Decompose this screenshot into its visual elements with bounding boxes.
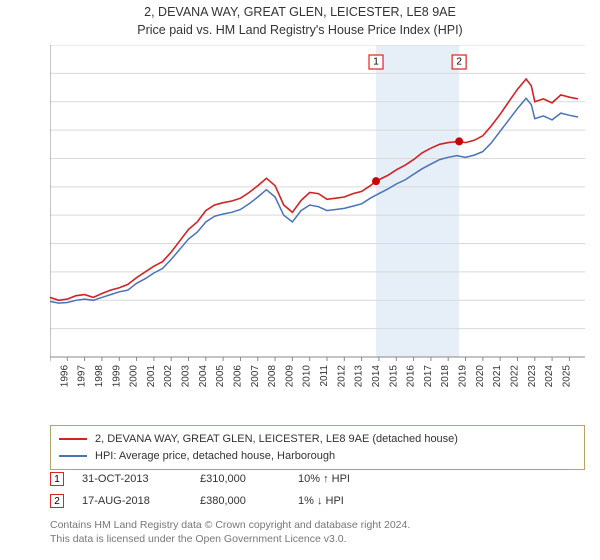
svg-text:1: 1 (373, 57, 379, 68)
sale-marker: 1 (50, 472, 64, 486)
legend-box: 2, DEVANA WAY, GREAT GLEN, LEICESTER, LE… (50, 425, 585, 470)
svg-text:2000: 2000 (129, 365, 140, 388)
chart-svg: £0£50K£100K£150K£200K£250K£300K£350K£400… (50, 45, 585, 395)
footer-line2: This data is licensed under the Open Gov… (50, 532, 585, 546)
sale-price: £310,000 (200, 473, 280, 485)
svg-text:2012: 2012 (336, 365, 347, 388)
svg-text:2014: 2014 (371, 365, 382, 388)
svg-text:1997: 1997 (77, 365, 88, 388)
legend-label: HPI: Average price, detached house, Harb… (95, 448, 335, 465)
legend-label: 2, DEVANA WAY, GREAT GLEN, LEICESTER, LE… (95, 431, 458, 448)
svg-text:2001: 2001 (146, 365, 157, 388)
sale-delta: 10% ↑ HPI (298, 473, 418, 485)
svg-text:2022: 2022 (509, 365, 520, 388)
legend-row: HPI: Average price, detached house, Harb… (59, 448, 576, 465)
svg-text:2004: 2004 (198, 365, 209, 388)
svg-text:2010: 2010 (302, 365, 313, 388)
svg-text:2017: 2017 (423, 365, 434, 388)
legend-swatch (59, 438, 87, 440)
title-address: 2, DEVANA WAY, GREAT GLEN, LEICESTER, LE… (0, 4, 600, 22)
svg-text:2020: 2020 (475, 365, 486, 388)
sale-marker: 2 (50, 494, 64, 508)
svg-text:2019: 2019 (458, 365, 469, 388)
sale-date: 31-OCT-2013 (82, 473, 182, 485)
footer-attribution: Contains HM Land Registry data © Crown c… (50, 518, 585, 546)
legend-row: 2, DEVANA WAY, GREAT GLEN, LEICESTER, LE… (59, 431, 576, 448)
sale-price: £380,000 (200, 495, 280, 507)
svg-text:2005: 2005 (215, 365, 226, 388)
svg-text:2024: 2024 (544, 365, 555, 388)
svg-text:2008: 2008 (267, 365, 278, 388)
svg-text:1996: 1996 (59, 365, 70, 388)
sale-delta: 1% ↓ HPI (298, 495, 418, 507)
title-subtitle: Price paid vs. HM Land Registry's House … (0, 22, 600, 40)
svg-text:2015: 2015 (388, 365, 399, 388)
svg-text:2013: 2013 (354, 365, 365, 388)
svg-text:1999: 1999 (111, 365, 122, 388)
chart-area: £0£50K£100K£150K£200K£250K£300K£350K£400… (50, 45, 585, 395)
title-block: 2, DEVANA WAY, GREAT GLEN, LEICESTER, LE… (0, 0, 600, 39)
svg-text:2023: 2023 (527, 365, 538, 388)
sale-row: 2 17-AUG-2018 £380,000 1% ↓ HPI (50, 490, 585, 512)
svg-text:2016: 2016 (406, 365, 417, 388)
legend-swatch (59, 455, 87, 457)
svg-text:2: 2 (456, 57, 462, 68)
svg-text:2025: 2025 (561, 365, 572, 388)
svg-text:2002: 2002 (163, 365, 174, 388)
svg-text:2011: 2011 (319, 365, 330, 387)
svg-text:1998: 1998 (94, 365, 105, 388)
svg-text:2007: 2007 (250, 365, 261, 388)
svg-text:2021: 2021 (492, 365, 503, 388)
svg-text:2018: 2018 (440, 365, 451, 388)
footer-line1: Contains HM Land Registry data © Crown c… (50, 518, 585, 532)
svg-text:2009: 2009 (284, 365, 295, 388)
sale-row: 1 31-OCT-2013 £310,000 10% ↑ HPI (50, 468, 585, 490)
svg-text:2003: 2003 (181, 365, 192, 388)
chart-container: 2, DEVANA WAY, GREAT GLEN, LEICESTER, LE… (0, 0, 600, 560)
svg-text:1995: 1995 (50, 365, 53, 388)
sale-date: 17-AUG-2018 (82, 495, 182, 507)
sale-table: 1 31-OCT-2013 £310,000 10% ↑ HPI 2 17-AUG-201… (50, 468, 585, 512)
svg-text:2006: 2006 (232, 365, 243, 388)
